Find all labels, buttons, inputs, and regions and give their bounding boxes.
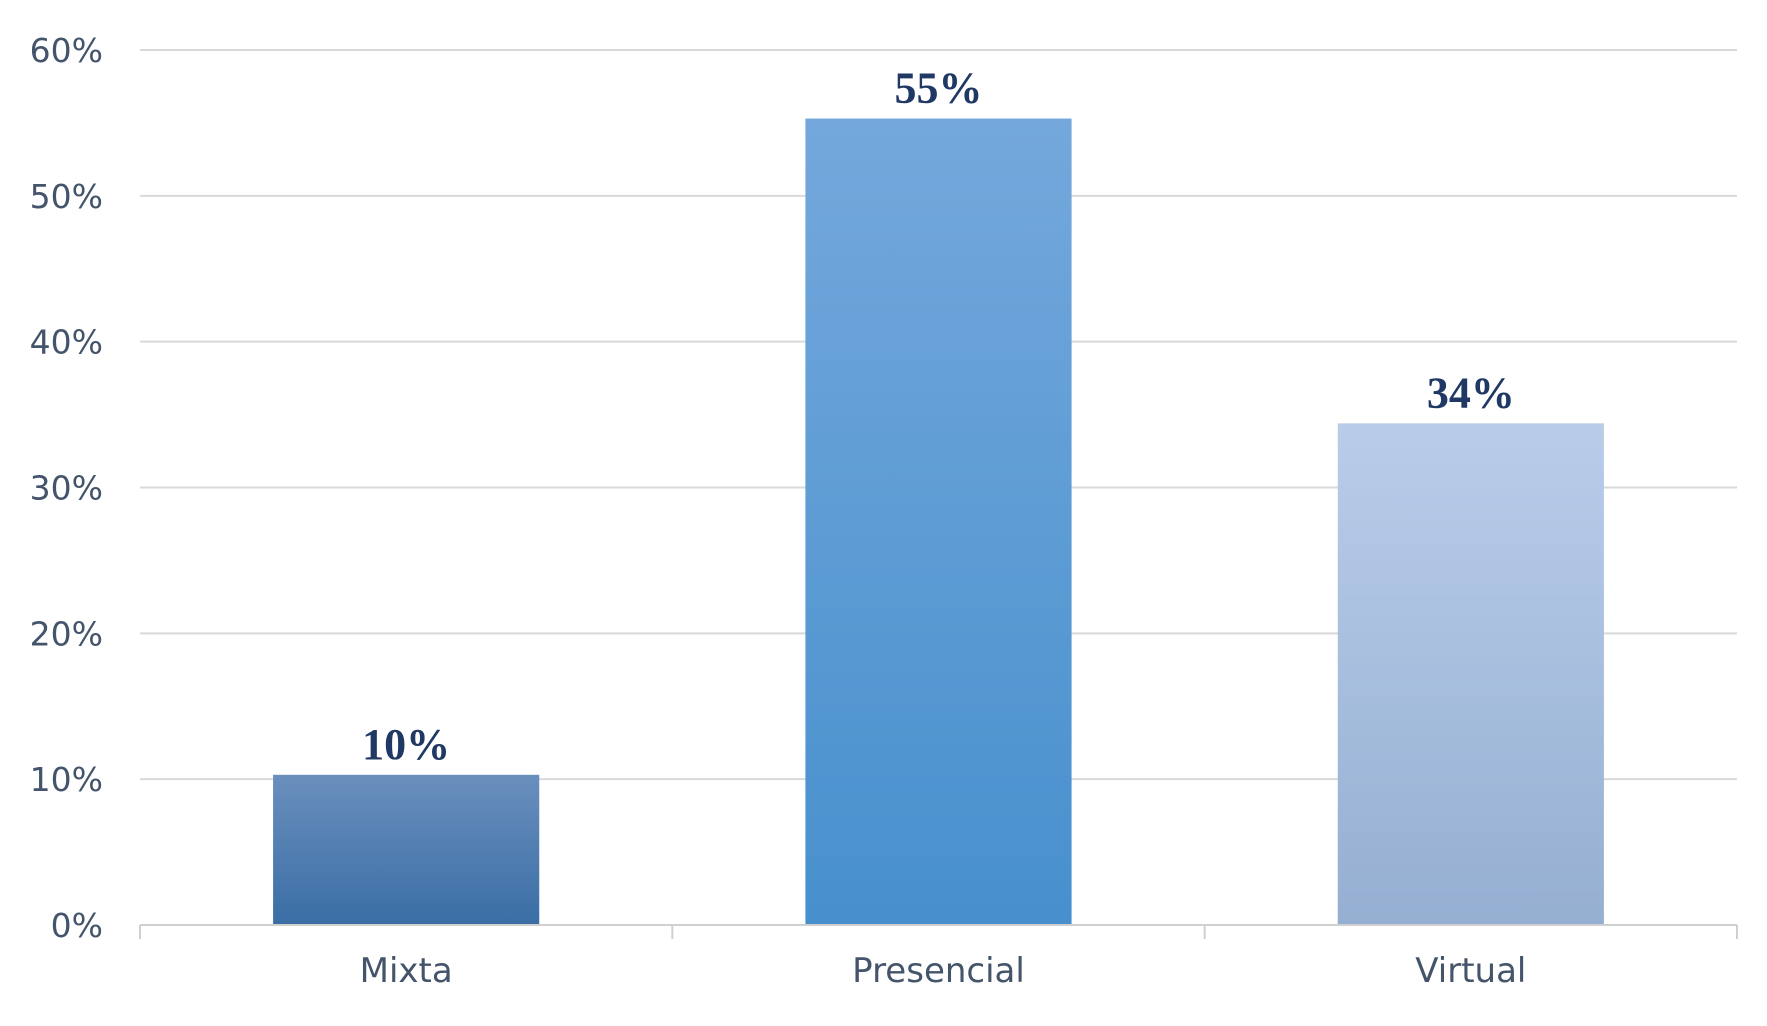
data-label-mixta: 10% (362, 720, 450, 769)
data-label-virtual: 34% (1427, 368, 1515, 417)
y-axis-tick-labels: 0% 10% 20% 30% 40% 50% 60% (30, 31, 103, 945)
bar-virtual (1337, 423, 1604, 925)
data-labels: 10% 55% 34% (362, 64, 1515, 769)
bar-presencial (805, 118, 1072, 925)
y-tick-label: 20% (30, 614, 103, 653)
data-label-presencial: 55% (895, 64, 983, 113)
y-tick-label: 40% (30, 323, 103, 362)
bars (273, 118, 1604, 925)
y-tick-label: 0% (51, 906, 103, 945)
y-tick-label: 60% (30, 31, 103, 70)
bar-mixta (273, 774, 540, 925)
x-category-label: Virtual (1415, 951, 1526, 991)
x-axis-category-labels: Mixta Presencial Virtual (360, 951, 1527, 991)
y-tick-label: 10% (30, 760, 103, 799)
x-category-label: Mixta (360, 951, 453, 991)
y-tick-label: 50% (30, 177, 103, 216)
x-axis (139, 924, 1738, 939)
y-tick-label: 30% (30, 469, 103, 508)
x-category-label: Presencial (852, 951, 1025, 991)
